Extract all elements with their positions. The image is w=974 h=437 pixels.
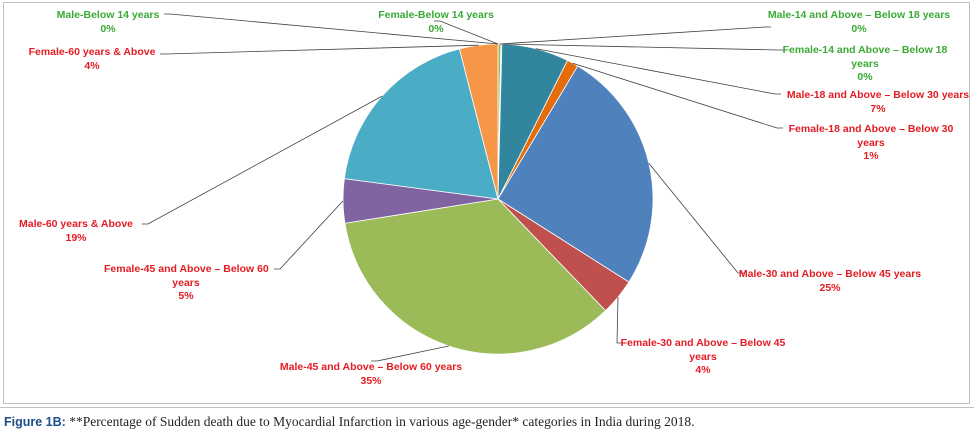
slice-label-name: Female-14 and Above – Below 18 [782,44,948,56]
figure-caption: Figure 1B: **Percentage of Sudden death … [4,414,694,430]
slice-label-name: Female-60 years & Above [28,46,156,58]
slice-label-percent: 1% [863,150,879,162]
leader-line [616,296,623,344]
slice-label-percent: 25% [819,281,841,294]
slice-label: Female-18 and Above – Below 30 years 1% [787,123,955,164]
pie-chart [142,13,784,362]
slice-label: Female-Below 14 years 0% [366,9,506,36]
slice-label: Female-45 and Above – Below 60 years 5% [104,263,269,304]
leader-line [535,48,781,95]
leader-line [142,95,383,225]
slice-label: Male-30 and Above – Below 45 years 25% [738,268,922,295]
slice-label-name: Male-60 years & Above [19,218,133,230]
slice-label-name: Male-30 and Above – Below 45 years [738,268,922,280]
slice-label: Male-18 and Above – Below 30 years 7% [786,89,970,116]
leader-line [501,43,784,51]
slice-label-percent: 5% [178,290,194,302]
caption-divider [0,407,974,408]
caption-text: **Percentage of Sudden death due to Myoc… [65,414,695,429]
slice-label-name: Female-30 and Above – Below 45 [620,337,786,349]
slice-label-percent: 0% [857,71,873,83]
leader-line [371,345,449,362]
figure-label: Figure 1B: [4,415,66,429]
leader-line [648,163,744,274]
slice-label-name: years [689,350,717,363]
slice-label-percent: 19% [65,231,87,244]
leader-line [572,62,783,129]
slice-label-name: Female-18 and Above – Below 30 [788,123,954,135]
slice-label: Male-45 and Above – Below 60 years 35% [274,361,468,388]
chart-area: Male-Below 14 years 0% Female-Below 14 yea… [3,2,970,404]
slice-label-percent: 4% [84,59,100,72]
slice-label-percent: 0% [100,22,116,35]
slice-label: Male-60 years & Above 19% [12,218,140,245]
slice-label: Male-Below 14 years 0% [48,9,168,36]
slice-label-name: years [172,276,200,289]
slice-label-name: Male-18 and Above – Below 30 years [786,89,970,101]
slice-label-name: Male-Below 14 years [56,9,160,21]
slice-label-percent: 0% [851,22,867,35]
leader-line [160,44,479,55]
slice-label-percent: 4% [695,364,711,376]
slice-label: Female-60 years & Above 4% [24,46,160,73]
leader-line [499,26,771,45]
slice-label-name: years [851,57,879,70]
slice-label-name: Female-Below 14 years [378,9,494,21]
slice-label-name: Female-45 and Above – Below 60 [104,263,269,275]
slice-label: Female-30 and Above – Below 45 years 4% [619,337,787,378]
slice-label-percent: 0% [428,22,444,35]
leader-line [434,20,499,45]
leader-line [164,13,499,45]
slice-label-percent: 7% [870,102,886,115]
slice-label-name: years [857,136,885,149]
slice-label-name: Male-14 and Above – Below 18 years [767,9,951,21]
slice-label-name: Male-45 and Above – Below 60 years [279,361,463,373]
leader-line [274,200,344,270]
slice-label: Female-14 and Above – Below 18 years 0% [781,44,949,85]
pie-slice [344,198,607,355]
slice-label-percent: 35% [360,374,382,387]
slice-label: Male-14 and Above – Below 18 years 0% [766,9,952,36]
